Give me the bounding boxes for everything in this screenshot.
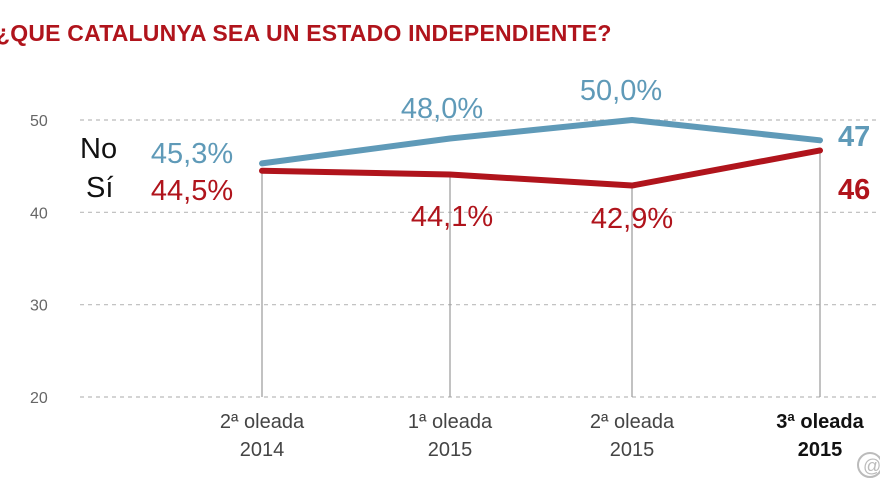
x-tick-label-3-line1: 2ª oleada [590,411,675,433]
y-tick-50: 50 [30,113,48,130]
x-tick-label-4-line2: 2015 [798,439,843,461]
value-label-no-1: 45,3% [151,138,233,170]
x-tick-label-2-line2: 2015 [428,439,473,461]
value-label-si-1: 44,5% [151,175,233,207]
x-tick-label-1-line2: 2014 [240,439,285,461]
watermark-text: @ [863,456,880,476]
value-label-si-4: 46 [838,174,870,206]
value-label-si-2: 44,1% [411,201,493,233]
series-line-sí [259,147,823,189]
y-tick-20: 20 [30,390,48,407]
value-label-no-4: 47 [838,121,870,153]
x-tick-label-3-line2: 2015 [610,439,655,461]
value-label-no-2: 48,0% [401,93,483,125]
watermark-icon [857,452,880,478]
chart-title: ¿QUE CATALUNYA SEA UN ESTADO INDEPENDIEN… [0,20,612,46]
y-tick-30: 30 [30,298,48,315]
value-label-si-3: 42,9% [591,203,673,235]
series-line-no [259,117,823,167]
legend-label-no: No [80,133,117,165]
x-tick-label-1-line1: 2ª oleada [220,411,305,433]
y-tick-40: 40 [30,205,48,222]
value-label-no-3: 50,0% [580,75,662,107]
x-tick-label-2-line1: 1ª oleada [408,411,493,433]
legend-label-si: Sí [86,172,113,204]
x-tick-label-4-line1: 3ª oleada [776,411,864,433]
